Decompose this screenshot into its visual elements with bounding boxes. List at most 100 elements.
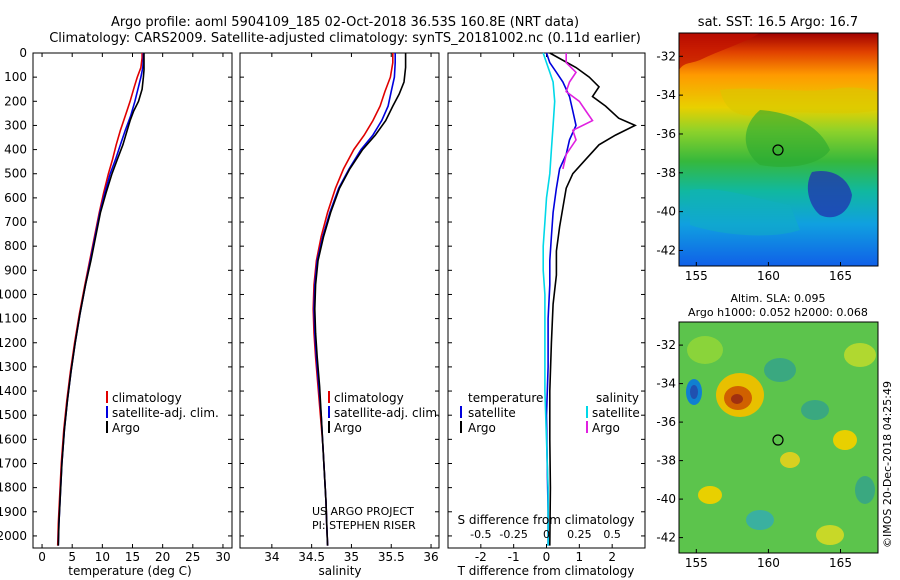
- x-tick-label: 34: [264, 550, 279, 564]
- sla-anomaly: [833, 430, 857, 450]
- map-x-tick-label: 165: [829, 269, 852, 283]
- imos-watermark: ©IMOS 20-Dec-2018 04:25:49: [881, 381, 894, 548]
- legend-s-satellite-label: satellite: [592, 406, 640, 420]
- map-y-tick-label: -34: [656, 377, 676, 391]
- map-x-tick-label: 160: [757, 556, 780, 570]
- s-difference-axis-label: S difference from climatology: [458, 513, 635, 527]
- plot-frame: [32, 52, 233, 549]
- legend-s-argo-label: Argo: [592, 421, 620, 435]
- sst-argo-location-marker: [772, 144, 784, 156]
- x-tick-label: 36: [423, 550, 438, 564]
- plot-frame: [239, 52, 440, 549]
- sst-warm-blob: [679, 33, 760, 70]
- depth-tick-label: 800: [4, 239, 27, 253]
- map-x-tick-label: 155: [685, 269, 708, 283]
- map-y-tick-label: -42: [656, 531, 676, 545]
- map-y-tick-label: -38: [656, 166, 676, 180]
- map-y-tick-label: -42: [656, 243, 676, 257]
- sst-cold-patch: [807, 170, 852, 218]
- sla-anomaly: [855, 476, 875, 504]
- depth-tick-label: 200: [4, 94, 27, 108]
- project-credit: US ARGO PROJECT: [312, 505, 414, 518]
- x-tick-label: 25: [185, 550, 200, 564]
- depth-tick-label: 1900: [0, 505, 27, 519]
- depth-tick-label: 700: [4, 215, 27, 229]
- legend-argo-label: Argo: [112, 421, 140, 435]
- sst-map-title: sat. SST: 16.5 Argo: 16.7: [698, 15, 858, 30]
- sla-anomaly: [690, 385, 698, 399]
- depth-tick-label: 600: [4, 191, 27, 205]
- sst-yellow-band: [720, 87, 878, 116]
- sst-map: [679, 33, 878, 266]
- sla-anomaly: [780, 452, 800, 468]
- temperature-panel: 0 5 10 15 20 25 30: [32, 52, 233, 564]
- map-y-tick-label: -32: [656, 49, 676, 63]
- legend-t-argo-label: Argo: [468, 421, 496, 435]
- depth-tick-label: 1200: [0, 336, 27, 350]
- legend-temperature-heading: temperature: [468, 391, 543, 405]
- series-line-salinity-argo: [562, 53, 594, 170]
- depth-tick-label: 1600: [0, 432, 27, 446]
- legend-satellite-label: satellite-adj. clim.: [112, 406, 219, 420]
- depth-tick-label: 1500: [0, 408, 27, 422]
- sst-map-frame: [678, 32, 879, 267]
- sst-map-ticks: 155 160 165 -32 -34 -36 -38 -40 -42: [656, 49, 852, 283]
- salinity-legend: climatology satellite-adj. clim. Argo: [328, 391, 441, 435]
- map-y-tick-label: -36: [656, 415, 676, 429]
- x-tick-label: 5: [68, 550, 76, 564]
- sla-anomaly: [764, 358, 796, 382]
- legend-argo-label: Argo: [334, 421, 362, 435]
- sla-anomaly: [816, 525, 844, 545]
- x-tick-label: 0: [543, 550, 551, 564]
- s-tick-label: 0.25: [567, 528, 592, 541]
- series-line-salinity-satellite: [542, 52, 556, 546]
- map-y-tick-label: -36: [656, 127, 676, 141]
- map-x-tick-label: 165: [829, 556, 852, 570]
- sla-anomaly: [844, 343, 876, 367]
- legend-salinity-heading: salinity: [596, 391, 639, 405]
- map-x-tick-label: 160: [757, 269, 780, 283]
- legend-t-satellite-label: satellite: [468, 406, 516, 420]
- sla-map-title-2: Argo h1000: 0.052 h2000: 0.068: [688, 306, 868, 319]
- x-tick-label: 1: [576, 550, 584, 564]
- x-tick-label: 30: [215, 550, 230, 564]
- x-tick-label: 15: [125, 550, 140, 564]
- x-tick-label: 10: [95, 550, 110, 564]
- difference-legend: temperature satellite Argo salinity sate…: [460, 391, 640, 435]
- x-tick-label: -2: [475, 550, 487, 564]
- depth-tick-label: 1400: [0, 384, 27, 398]
- x-tick-label: 34.5: [298, 550, 325, 564]
- series-line-temperature-argo: [549, 52, 637, 546]
- depth-tick-label: 1100: [0, 312, 27, 326]
- depth-tick-label: 100: [4, 70, 27, 84]
- t-difference-axis-label: T difference from climatology: [457, 564, 635, 578]
- depth-tick-label: 400: [4, 143, 27, 157]
- sla-anomaly: [687, 336, 723, 364]
- x-tick-label: 20: [155, 550, 170, 564]
- x-tick-label: 35.5: [378, 550, 405, 564]
- depth-tick-label: 2000: [0, 529, 27, 543]
- depth-tick-label: 0: [19, 46, 27, 60]
- depth-tick-label: 1000: [0, 287, 27, 301]
- s-tick-label: -0.5: [470, 528, 491, 541]
- legend-climatology-label: climatology: [112, 391, 182, 405]
- title-line-1: Argo profile: aoml 5904109_185 02-Oct-20…: [111, 15, 579, 30]
- legend-climatology-label: climatology: [334, 391, 404, 405]
- sla-map: [679, 322, 878, 553]
- plot-frame: [447, 52, 646, 549]
- depth-tick-label: 900: [4, 263, 27, 277]
- salinity-panel: 34 34.5 35 35.5 36: [239, 52, 440, 564]
- temperature-axis-label: temperature (deg C): [68, 564, 191, 578]
- series-line-argo: [313, 53, 407, 546]
- map-y-tick-label: -38: [656, 454, 676, 468]
- sla-argo-location-marker: [772, 434, 784, 446]
- sla-anomaly: [801, 400, 829, 420]
- depth-tick-label: 500: [4, 167, 27, 181]
- sla-anomaly: [731, 394, 743, 404]
- x-tick-label: 35: [344, 550, 359, 564]
- depth-tick-label: 1700: [0, 456, 27, 470]
- legend-satellite-label: satellite-adj. clim.: [334, 406, 441, 420]
- map-x-tick-label: 155: [685, 556, 708, 570]
- s-tick-label: 0.5: [603, 528, 621, 541]
